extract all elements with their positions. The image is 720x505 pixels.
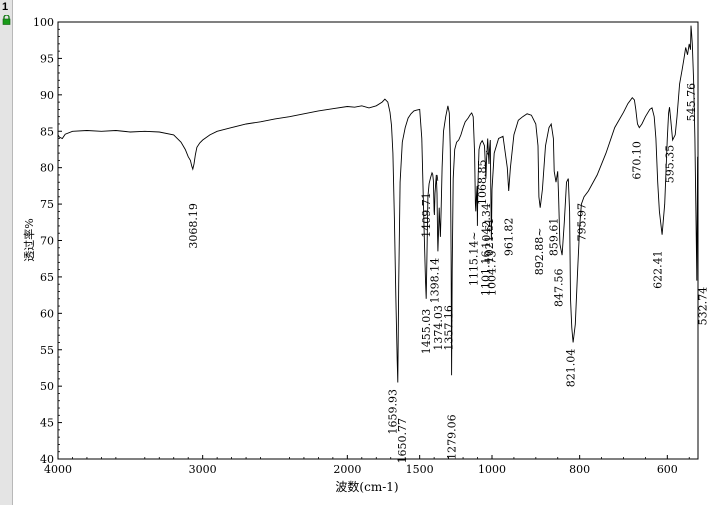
y-tick-label: 65 bbox=[40, 271, 54, 284]
left-sidebar bbox=[0, 0, 13, 505]
peak-label: 622.41 bbox=[652, 250, 665, 289]
y-tick-label: 40 bbox=[40, 453, 54, 466]
x-tick-label: 800 bbox=[569, 463, 590, 476]
y-tick-label: 100 bbox=[33, 16, 54, 29]
peak-label: 1068.85 bbox=[476, 159, 489, 205]
peak-label: 847.56 bbox=[553, 269, 566, 308]
x-axis-label: 波数(cm-1) bbox=[335, 479, 398, 494]
axes: 40 45 50 55 60 65 70 75 80 85 90 95 100 4000 3000 2000 1… bbox=[33, 16, 690, 476]
peak-label: 532.74 bbox=[697, 287, 710, 326]
peak-label: 795.97 bbox=[575, 203, 588, 242]
y-axis-label: 透过率% bbox=[22, 218, 36, 261]
y-tick-label: 90 bbox=[40, 89, 54, 102]
tab-number[interactable]: 1 bbox=[2, 1, 9, 13]
x-tick-label: 4000 bbox=[44, 463, 72, 476]
peak-label: 1398.14 bbox=[428, 258, 441, 304]
y-tick-label: 85 bbox=[40, 125, 54, 138]
peak-label: 3068.19 bbox=[187, 203, 200, 249]
y-tick-label: 70 bbox=[40, 235, 54, 248]
peak-label: 961.82 bbox=[503, 218, 516, 257]
x-tick-label: 600 bbox=[657, 463, 678, 476]
y-tick-label: 55 bbox=[40, 344, 54, 357]
peak-label: 1115.14~ bbox=[467, 231, 480, 286]
peak-label: 821.04 bbox=[565, 349, 578, 388]
series-line bbox=[57, 25, 699, 383]
y-tick-label: 50 bbox=[40, 380, 54, 393]
peak-label: 1101.16 bbox=[479, 251, 492, 297]
plot-frame bbox=[57, 21, 699, 460]
leader-line bbox=[485, 150, 489, 155]
peak-label: 1659.93 bbox=[386, 389, 399, 435]
peak-label: 1021.61 bbox=[483, 218, 496, 264]
peak-label: 1042.34 bbox=[480, 203, 493, 249]
peak-label: 1004.73 bbox=[485, 251, 498, 297]
y-tick-label: 95 bbox=[40, 52, 54, 65]
y-tick-label: 45 bbox=[40, 417, 54, 430]
peak-label: 670.10 bbox=[631, 141, 644, 180]
x-tick-label: 3000 bbox=[189, 463, 217, 476]
peak-label: 545.76 bbox=[685, 83, 698, 122]
peak-label: 1409.71 bbox=[420, 192, 433, 238]
x-tick-label: 2000 bbox=[333, 463, 361, 476]
peak-label: 1650.77 bbox=[396, 418, 409, 464]
lock-icon bbox=[2, 15, 11, 25]
y-tick-label: 60 bbox=[40, 307, 54, 320]
peak-label: 595.35 bbox=[664, 145, 677, 184]
peak-label: 1455.03 bbox=[420, 309, 433, 355]
x-tick-label: 1000 bbox=[478, 463, 506, 476]
peak-label: 1357.16 bbox=[442, 305, 455, 351]
y-tick-label: 80 bbox=[40, 162, 54, 175]
peak-label: 892.88~ bbox=[533, 228, 546, 276]
y-tick-label: 75 bbox=[40, 198, 54, 211]
x-tick-label: 1500 bbox=[406, 463, 434, 476]
leader-line bbox=[436, 174, 439, 181]
peak-label: 859.61 bbox=[547, 218, 560, 257]
peak-label: 1279.06 bbox=[446, 414, 459, 460]
peak-label: 1374.03 bbox=[432, 305, 445, 351]
